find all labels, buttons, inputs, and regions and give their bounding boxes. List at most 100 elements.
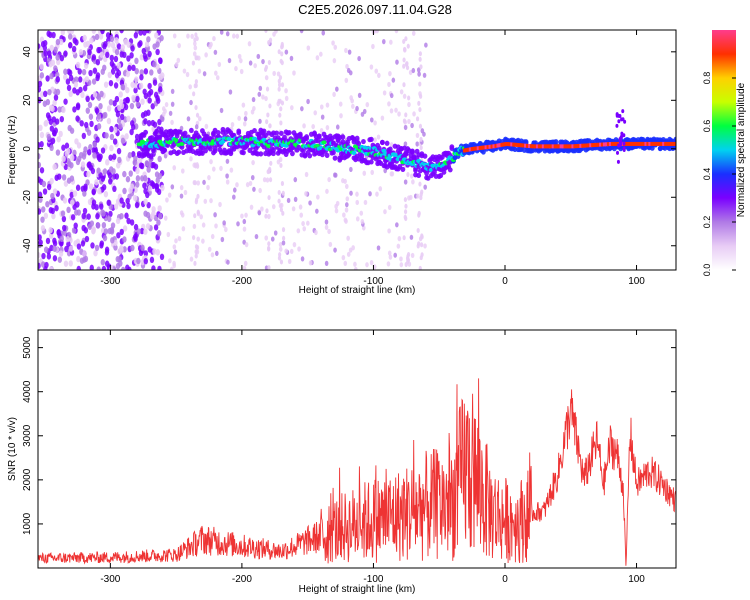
heatmap-blob [237, 53, 242, 60]
heatmap-blob [286, 197, 291, 204]
heatmap-blob [271, 204, 276, 210]
heatmap-blob [124, 212, 129, 219]
heatmap-blob [422, 131, 426, 137]
heatmap-blob [389, 92, 394, 99]
heatmap-blob [50, 192, 55, 200]
heatmap-band [379, 139, 385, 146]
heatmap-blob [353, 266, 358, 270]
heatmap-blob [39, 167, 45, 174]
heatmap-blob [59, 115, 65, 123]
heatmap-blob [331, 40, 335, 46]
heatmap-blob [107, 71, 112, 79]
heatmap-blob [126, 55, 131, 62]
heatmap-core [543, 144, 547, 149]
heatmap-blob [213, 49, 218, 55]
heatmap-blob [85, 40, 91, 48]
heatmap-blob [204, 52, 208, 58]
heatmap-core [593, 142, 597, 147]
heatmap-blob [240, 213, 244, 219]
heatmap-blob [237, 115, 241, 121]
heatmap-blob [249, 204, 254, 210]
heatmap-core [179, 141, 185, 146]
heatmap-blob [397, 111, 401, 117]
heatmap-core [664, 141, 668, 146]
heatmap-blob [139, 227, 145, 235]
heatmap-blob [411, 67, 416, 74]
heatmap-blob [110, 237, 115, 244]
heatmap-blob [152, 248, 157, 255]
heatmap-core [537, 144, 541, 149]
heatmap-blob [194, 105, 198, 111]
heatmap-blob [84, 235, 90, 243]
y-tick-label: 20 [22, 94, 33, 106]
heatmap-blob [403, 124, 408, 131]
heatmap-blob [403, 141, 408, 147]
heatmap-blob [416, 227, 420, 233]
heatmap-blob [112, 153, 117, 160]
heatmap-blob [49, 177, 54, 185]
heatmap-blob [116, 232, 121, 239]
heatmap-blob [83, 183, 88, 190]
heatmap-blob [242, 265, 247, 270]
heatmap-blob [68, 245, 74, 252]
heatmap-blob [41, 206, 46, 213]
heatmap-blob [94, 244, 100, 252]
heatmap-blob [45, 98, 51, 106]
heatmap-blob [207, 246, 212, 252]
x-tick-label: -100 [363, 574, 383, 585]
heatmap-band [182, 130, 188, 136]
heatmap-band [176, 149, 182, 155]
heatmap-blob [206, 184, 210, 191]
y-axis-label: SNR (10 * v/v) [7, 417, 18, 481]
heatmap-blob [55, 76, 61, 83]
heatmap-core [640, 141, 644, 146]
heatmap-blob [311, 123, 315, 130]
heatmap-blob [46, 133, 52, 141]
heatmap-blob [46, 253, 52, 260]
heatmap-blob [332, 91, 336, 98]
heatmap-blob [38, 152, 41, 160]
heatmap-blob [125, 176, 131, 183]
heatmap-blob [106, 215, 112, 223]
heatmap-blob [265, 86, 270, 92]
heatmap-band [286, 130, 292, 136]
heatmap-blob [279, 163, 283, 169]
heatmap-blob [422, 72, 427, 78]
heatmap-blob [52, 99, 57, 106]
heatmap-blob [38, 47, 44, 54]
heatmap-blob [101, 221, 107, 229]
heatmap-blob [41, 180, 47, 188]
heatmap-blob [167, 192, 172, 198]
heatmap-blob [38, 234, 42, 241]
heatmap-blob [138, 82, 144, 90]
heatmap-blob [114, 95, 120, 103]
heatmap-blob [267, 265, 271, 270]
heatmap-blob [267, 213, 271, 220]
heatmap-blob [278, 156, 283, 163]
heatmap-blob [325, 125, 330, 131]
heatmap-blob [61, 174, 67, 181]
colorbar-tick-label: 0.6 [702, 120, 712, 133]
heatmap-blob [97, 187, 102, 195]
heatmap-blob [127, 64, 132, 72]
heatmap-blob [267, 241, 271, 247]
heatmap-blob [147, 97, 152, 104]
heatmap-blob [75, 184, 81, 191]
heatmap-blob [250, 109, 255, 115]
heatmap-blob [239, 58, 243, 64]
heatmap-blob [150, 103, 155, 110]
heatmap-blob [260, 206, 264, 212]
heatmap-blob [169, 266, 174, 270]
heatmap-core [478, 145, 482, 150]
heatmap-blob [88, 183, 94, 190]
heatmap-blob [80, 240, 86, 247]
heatmap-blob [102, 168, 108, 175]
heatmap-blob [73, 240, 78, 247]
heatmap-blob [39, 72, 45, 79]
heatmap-blob [83, 146, 88, 153]
heatmap-blob [406, 252, 411, 258]
heatmap-blob [134, 76, 139, 83]
heatmap-blob [65, 147, 71, 155]
heatmap-blob [258, 118, 262, 124]
